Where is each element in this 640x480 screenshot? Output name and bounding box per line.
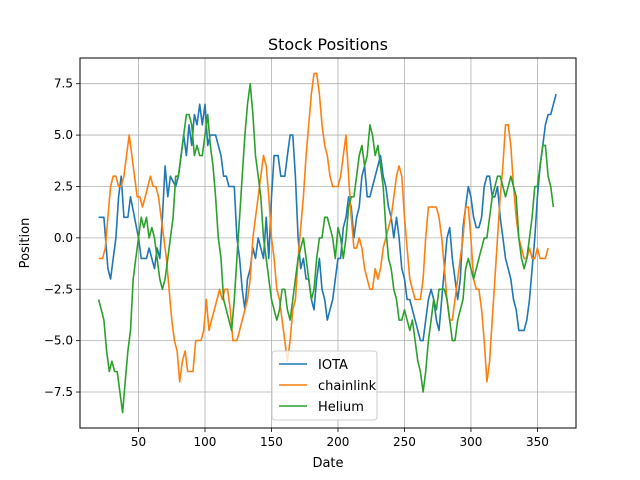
legend-label: chainlink — [318, 379, 377, 394]
x-tick-label: 350 — [526, 435, 549, 449]
legend-label: Helium — [318, 400, 364, 415]
series-line-helium — [97, 82, 555, 414]
chart-title: Stock Positions — [268, 35, 388, 54]
x-axis-ticks: 50 100 150 200 250 300 350 — [131, 428, 549, 449]
x-tick-label: 200 — [327, 435, 350, 449]
plot-frame — [79, 57, 577, 429]
y-tick-label: 2.5 — [54, 179, 73, 193]
y-tick-label: 7.5 — [54, 77, 73, 91]
y-tick-label: −5.0 — [44, 334, 73, 348]
y-tick-label: 5.0 — [54, 128, 73, 142]
series-lines — [97, 72, 557, 414]
legend: IOTA chainlink Helium — [271, 350, 378, 421]
x-tick-label: 250 — [393, 435, 416, 449]
y-axis-label: Position — [18, 218, 33, 269]
x-tick-label: 300 — [459, 435, 482, 449]
series-line-iota — [98, 93, 557, 342]
y-tick-label: −2.5 — [44, 282, 73, 296]
y-axis-ticks: −7.5 −5.0 −2.5 0.0 2.5 5.0 7.5 — [44, 77, 80, 399]
x-tick-label: 150 — [260, 435, 283, 449]
x-axis-label: Date — [312, 456, 343, 471]
legend-label: IOTA — [318, 358, 348, 373]
y-tick-label: 0.0 — [54, 231, 73, 245]
x-tick-label: 100 — [194, 435, 217, 449]
y-tick-label: −7.5 — [44, 385, 73, 399]
x-tick-label: 50 — [131, 435, 146, 449]
legend-box — [271, 350, 378, 421]
